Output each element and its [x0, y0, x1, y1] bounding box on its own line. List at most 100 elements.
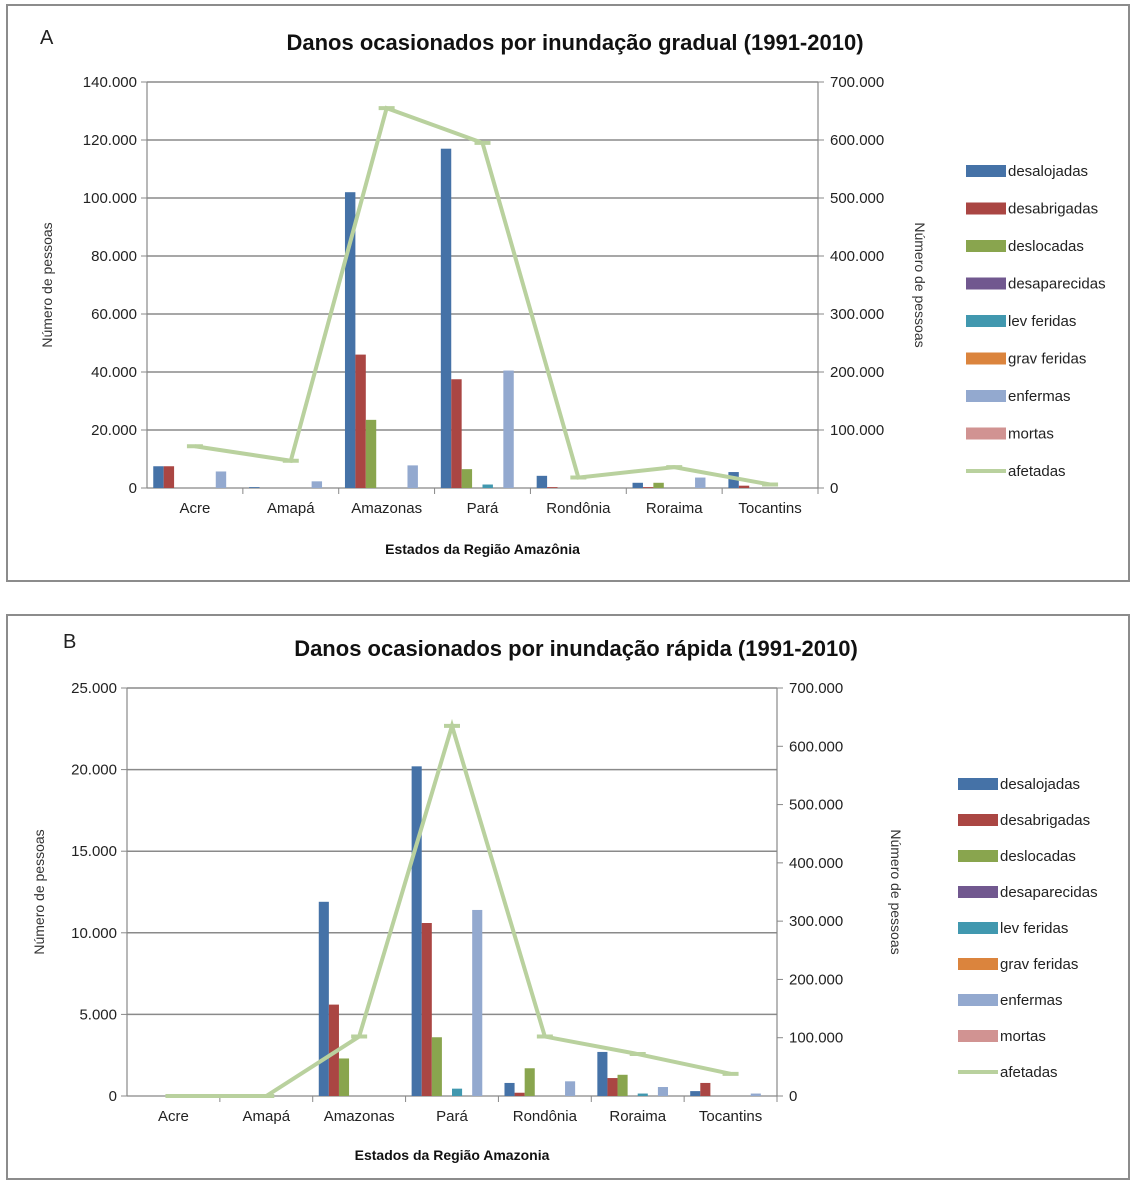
chart-b-bar	[328, 1004, 339, 1096]
chart-a-bar	[249, 487, 260, 488]
chart-b-bar	[431, 1037, 442, 1096]
chart-a-y2tick-label: 500.000	[830, 190, 884, 207]
chart-b-legend-swatch	[958, 850, 998, 862]
chart-b-bar	[565, 1081, 576, 1096]
chart-a-bar	[547, 487, 558, 488]
chart-b-title: Danos ocasionados por inundação rápida (…	[294, 636, 858, 661]
chart-a-y2tick-label: 300.000	[830, 306, 884, 323]
chart-b-legend-label: lev feridas	[1000, 920, 1068, 937]
chart-a-bar	[482, 484, 493, 488]
chart-b-bar	[411, 766, 422, 1096]
chart-a-legend-swatch	[966, 240, 1006, 252]
chart-b-xtick-label: Amazonas	[324, 1108, 395, 1125]
chart-b-xtick-label: Tocantins	[699, 1108, 762, 1125]
chart-a-legend-swatch	[966, 315, 1006, 327]
chart-b-legend-label: desaparecidas	[1000, 884, 1098, 901]
chart-a-ytick-label: 100.000	[83, 190, 137, 207]
chart-a-legend-label: grav feridas	[1008, 351, 1086, 368]
chart-a-legend-swatch	[966, 202, 1006, 215]
chart-b-bar	[657, 1087, 668, 1096]
chart-b-bar	[617, 1074, 628, 1096]
chart-a-y2tick-label: 0	[830, 480, 838, 497]
chart-b-svg: B Danos ocasionados por inundação rápida …	[31, 631, 1098, 1163]
chart-b-ytick-label: 20.000	[71, 762, 117, 779]
chart-a-svg: A Danos ocasionados por inundação gradual…	[39, 27, 1106, 557]
chart-a-y2label: Número de pessoas	[912, 222, 928, 347]
chart-b-xtick-label: Amapá	[243, 1108, 291, 1125]
chart-b-legend-label: deslocadas	[1000, 848, 1076, 865]
chart-b-ytick-label: 5.000	[79, 1006, 117, 1023]
chart-a-xlabel: Estados da Região Amazônia	[385, 541, 580, 557]
chart-a-ylabel: Número de pessoas	[39, 222, 55, 347]
chart-b-bar	[700, 1082, 711, 1096]
chart-a-bar	[738, 485, 750, 488]
chart-a-bar	[642, 487, 654, 488]
chart-b-legend-label: enfermas	[1000, 992, 1063, 1009]
chart-b-ytick-label: 10.000	[71, 925, 117, 942]
chart-a-ytick-label: 40.000	[91, 364, 137, 381]
chart-a-xtick-label: Roraima	[646, 500, 703, 517]
chart-b-y2tick-label: 0	[789, 1088, 797, 1105]
chart-b-ytick-label: 15.000	[71, 843, 117, 860]
chart-b-bar	[607, 1078, 618, 1096]
chart-b-legend-swatch	[958, 994, 998, 1006]
chart-a-legend-swatch	[966, 352, 1006, 365]
chart-b-bar	[750, 1093, 761, 1096]
chart-b-bar	[472, 909, 483, 1096]
chart-a-legend-label: mortas	[1008, 426, 1054, 443]
chart-panel-b: B Danos ocasionados por inundação rápida …	[6, 614, 1130, 1180]
chart-a-legend-label: deslocadas	[1008, 238, 1084, 255]
chart-a-ytick-label: 20.000	[91, 422, 137, 439]
chart-b-legend-swatch	[958, 778, 998, 790]
chart-a-bar	[728, 472, 739, 488]
chart-b-bar	[318, 901, 329, 1096]
chart-a-bar	[344, 192, 356, 488]
chart-b-legend-label: desabrigadas	[1000, 812, 1090, 829]
chart-b-y2tick-label: 700.000	[789, 680, 843, 697]
chart-b-bar	[690, 1091, 701, 1096]
chart-b-legend-swatch	[958, 922, 998, 934]
chart-a-ytick-label: 140.000	[83, 74, 137, 91]
chart-a-legend-label: enfermas	[1008, 388, 1071, 405]
chart-a-ytick-label: 0	[129, 480, 137, 497]
chart-a-bar	[695, 477, 706, 488]
chart-a-legend-label: desaparecidas	[1008, 276, 1106, 293]
chart-a-y2tick-label: 100.000	[830, 422, 884, 439]
chart-b-panel-letter: B	[63, 631, 76, 653]
chart-b-bar	[452, 1088, 463, 1096]
chart-b-y2tick-label: 100.000	[789, 1030, 843, 1047]
chart-b-xtick-label: Roraima	[609, 1108, 666, 1125]
chart-b-y2tick-label: 300.000	[789, 913, 843, 930]
chart-a-legend-label: lev feridas	[1008, 313, 1076, 330]
chart-b-xtick-label: Acre	[158, 1108, 189, 1125]
chart-b-legend-swatch	[958, 958, 998, 970]
chart-a-title: Danos ocasionados por inundação gradual …	[286, 30, 863, 55]
chart-b-legend-label: afetadas	[1000, 1064, 1058, 1081]
chart-a-legend-swatch	[966, 427, 1006, 440]
chart-a-legend-label: desabrigadas	[1008, 201, 1098, 218]
chart-a-legend-swatch	[966, 165, 1006, 177]
chart-a-y2tick-label: 700.000	[830, 74, 884, 91]
chart-a-bar	[461, 469, 473, 488]
chart-a-ytick-label: 80.000	[91, 248, 137, 265]
chart-a-xtick-label: Acre	[180, 500, 211, 517]
chart-b-y2tick-label: 600.000	[789, 738, 843, 755]
chart-b-legend-label: desalojadas	[1000, 776, 1080, 793]
chart-a-bar	[407, 465, 418, 488]
chart-a-bar	[163, 466, 175, 488]
chart-a-legend-swatch	[966, 390, 1006, 402]
chart-b-xlabel: Estados da Região Amazonia	[355, 1147, 550, 1163]
chart-a-xtick-label: Tocantins	[738, 500, 801, 517]
chart-a-legend-swatch	[966, 277, 1006, 290]
chart-a-y2tick-label: 200.000	[830, 364, 884, 381]
chart-b-xtick-label: Rondônia	[513, 1108, 578, 1125]
chart-a-bar	[536, 475, 548, 488]
chart-a-bar	[365, 419, 377, 488]
chart-b-bar	[637, 1093, 648, 1096]
chart-a-bar	[153, 466, 164, 488]
chart-b-bar	[338, 1058, 350, 1096]
chart-a-bar	[215, 471, 227, 488]
chart-b-bar	[421, 923, 432, 1096]
chart-b-y2tick-label: 200.000	[789, 971, 843, 988]
chart-b-bar	[597, 1051, 608, 1096]
